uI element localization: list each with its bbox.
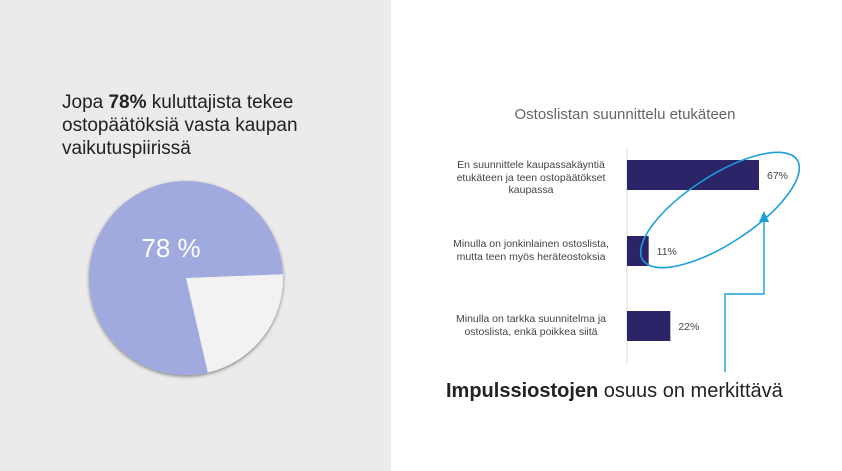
pie-slice-2 xyxy=(186,274,283,373)
category-label-3: Minulla on tarkka suunnitelma ja ostosli… xyxy=(456,313,606,338)
caption-bold: Impulssiostojen xyxy=(446,380,599,402)
bar-2 xyxy=(627,236,649,266)
arrow-line xyxy=(724,220,765,372)
pie-slice-label: 78 % xyxy=(141,233,200,263)
bar-3 xyxy=(627,311,671,341)
pie-slice-1 xyxy=(88,180,283,375)
annotation xyxy=(639,151,801,372)
pie-chart: 78 % xyxy=(88,180,283,375)
bar-value-label-3: 22% xyxy=(678,321,699,333)
bar-value-label-2: 11% xyxy=(657,246,677,258)
chart-title: Ostoslistan suunnittelu etukäteen xyxy=(514,106,736,123)
arrow-head xyxy=(759,211,769,222)
category-label-2: Minulla on jonkinlainen ostoslista, mutt… xyxy=(453,238,609,263)
headline-percent: 78% xyxy=(108,92,147,113)
caption-rest: osuus on merkittävä xyxy=(598,380,783,402)
bottom-caption: Impulssiostojen osuus on merkittävä xyxy=(446,380,783,403)
bar-value-label-1: 67% xyxy=(767,170,788,182)
headline: Jopa 78% kuluttajista tekee ostopäätöksi… xyxy=(62,91,362,160)
highlight-ellipse xyxy=(639,151,801,269)
headline-suffix: kuluttajista tekee ostopäätöksiä vasta k… xyxy=(62,92,298,159)
bar-1 xyxy=(627,160,759,190)
headline-prefix: Jopa xyxy=(62,92,109,113)
category-label-1: En suunnittele kaupassakäyntiä etukäteen… xyxy=(456,159,606,196)
